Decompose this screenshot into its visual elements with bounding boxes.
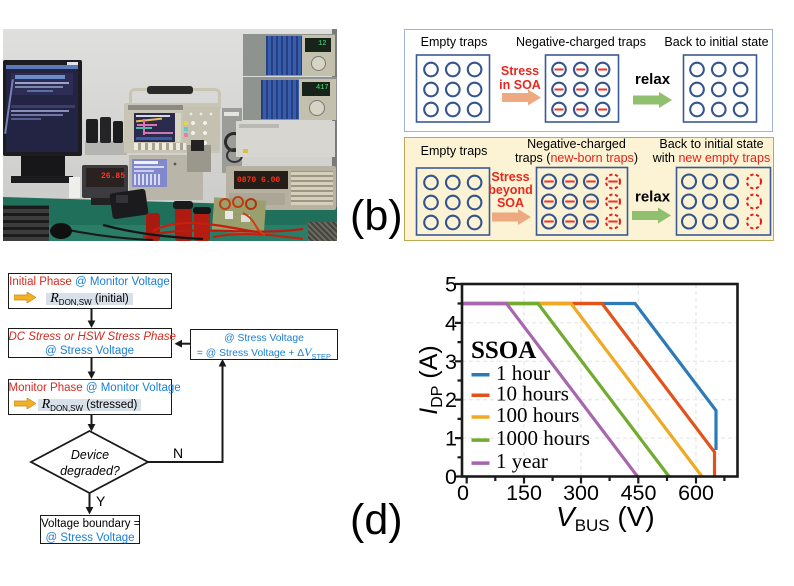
svg-text:Stress: Stress	[501, 64, 539, 78]
svg-text:1000 hours: 1000 hours	[496, 426, 590, 450]
svg-text:SSOA: SSOA	[471, 337, 536, 364]
svg-text:300: 300	[563, 481, 599, 505]
svg-text:1: 1	[445, 427, 457, 451]
svg-text:beyond: beyond	[488, 183, 532, 197]
svg-text:10 hours: 10 hours	[496, 382, 569, 406]
svg-text:in SOA: in SOA	[499, 78, 541, 92]
svg-text:150: 150	[506, 481, 542, 505]
svg-text:0: 0	[445, 465, 457, 489]
svg-text:1 year: 1 year	[496, 449, 548, 473]
svg-text:relax: relax	[635, 189, 671, 206]
svg-text:2: 2	[445, 388, 457, 412]
svg-text:Stress: Stress	[491, 170, 529, 184]
svg-text:4: 4	[445, 311, 457, 335]
svg-text:5: 5	[445, 273, 457, 297]
svg-text:VBUS (V): VBUS (V)	[556, 501, 655, 535]
svg-text:Y: Y	[96, 493, 106, 509]
svg-text:100 hours: 100 hours	[496, 403, 579, 427]
svg-text:600: 600	[678, 481, 714, 505]
svg-text:SOA: SOA	[497, 196, 524, 210]
svg-text:IDP (A): IDP (A)	[415, 345, 446, 414]
svg-text:3: 3	[445, 350, 457, 374]
svg-text:0: 0	[457, 481, 469, 505]
svg-text:1 hour: 1 hour	[496, 361, 550, 385]
svg-text:450: 450	[621, 481, 657, 505]
svg-text:relax: relax	[635, 71, 671, 88]
svg-text:N: N	[173, 445, 183, 461]
